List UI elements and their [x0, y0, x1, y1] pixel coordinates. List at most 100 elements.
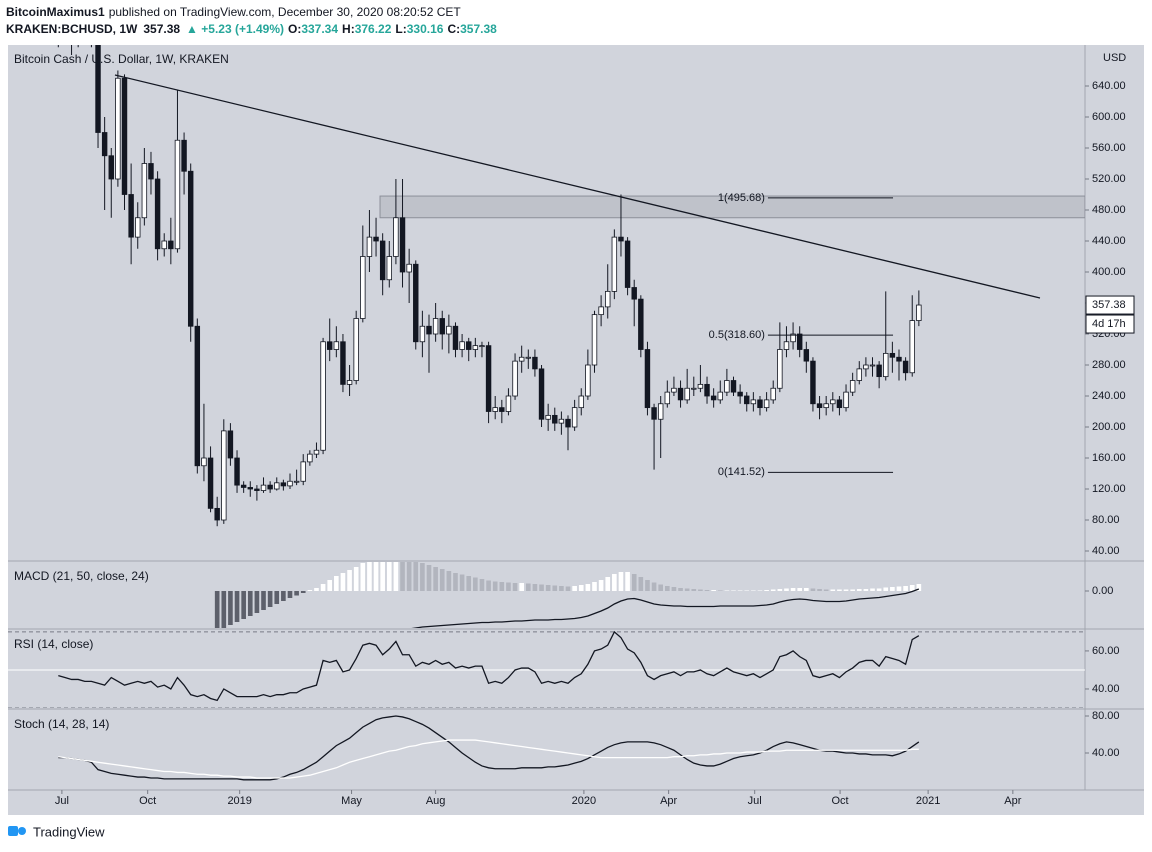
- candle-body: [777, 349, 783, 389]
- histogram-bar: [770, 589, 776, 591]
- symbol-line: KRAKEN:BCHUSD, 1W 357.38 ▲ +5.23 (+1.49%) O…: [6, 22, 497, 36]
- pane-title: Stoch (14, 28, 14): [14, 717, 109, 731]
- candle-body: [684, 387, 690, 401]
- candle-body: [313, 449, 320, 455]
- countdown-box: [1085, 314, 1135, 334]
- histogram-bar: [380, 562, 385, 591]
- candle-body: [571, 407, 578, 428]
- histogram-bar: [545, 585, 551, 591]
- histogram-bar: [751, 590, 756, 591]
- histogram-bar: [406, 562, 412, 591]
- y-tick-label: 640.00: [1092, 80, 1126, 92]
- candle-body: [518, 356, 525, 362]
- candle-body: [181, 139, 187, 172]
- candle-body: [505, 395, 512, 412]
- candle-body: [803, 349, 810, 362]
- x-tick-label: 2021: [916, 795, 940, 807]
- histogram-bar: [724, 590, 730, 591]
- histogram-bar: [678, 588, 683, 591]
- y-tick-label: 40.00: [1092, 545, 1120, 557]
- countdown: 4d 17h: [1092, 318, 1126, 330]
- histogram-bar: [843, 589, 849, 591]
- candle-body: [247, 487, 253, 490]
- y-tick-label: 80.00: [1092, 710, 1120, 722]
- candle-body: [664, 391, 671, 405]
- y-tick-label: 160.00: [1092, 452, 1126, 464]
- histogram-bar: [890, 587, 895, 591]
- y-tick-label: 440.00: [1092, 235, 1126, 247]
- candle-body: [373, 236, 379, 242]
- histogram-bar: [592, 582, 597, 591]
- candle-body: [432, 318, 439, 335]
- trendline: [114, 74, 1041, 299]
- y-tick-label: 240.00: [1092, 390, 1126, 402]
- pane-title: Bitcoin Cash / U.S. Dollar, 1W, KRAKEN: [14, 52, 229, 66]
- histogram-bar: [446, 571, 452, 591]
- candle-body: [796, 333, 803, 350]
- candle-body: [366, 236, 373, 257]
- candle-body: [605, 290, 611, 308]
- candle-body: [346, 380, 353, 385]
- candle-body: [214, 507, 220, 521]
- candle-body: [744, 395, 750, 405]
- candle-body: [909, 320, 915, 374]
- histogram-bar: [261, 591, 266, 610]
- histogram-bar: [506, 582, 511, 591]
- candle-body: [459, 341, 465, 350]
- histogram-bar: [777, 589, 783, 591]
- candle-body: [187, 170, 194, 327]
- candle-body: [638, 298, 644, 350]
- candle-body: [406, 263, 412, 273]
- candle-body: [280, 482, 287, 487]
- histogram-bar: [850, 589, 855, 591]
- candle-body: [783, 341, 790, 350]
- candle-body: [552, 414, 558, 424]
- ohlc-value: 357.38: [460, 22, 497, 36]
- candle-body: [201, 457, 207, 467]
- candle-body: [532, 356, 538, 370]
- candle-body: [790, 333, 796, 343]
- histogram-bar: [684, 588, 690, 591]
- histogram-bar: [221, 591, 227, 628]
- histogram-bar: [300, 591, 306, 593]
- ohlc-value: 330.16: [407, 22, 444, 36]
- candle-body: [141, 163, 148, 219]
- candle-body: [585, 364, 591, 397]
- y-tick-label: 40.00: [1092, 683, 1120, 695]
- histogram-bar: [790, 588, 796, 591]
- candle-body: [479, 345, 485, 348]
- candle-body: [644, 349, 651, 409]
- pane: MACD (21, 50, close, 24): [14, 562, 922, 628]
- candle-body: [485, 345, 492, 412]
- histogram-bar: [664, 586, 670, 591]
- candle-body: [227, 430, 234, 459]
- candle-body: [293, 480, 300, 483]
- candle-body: [869, 364, 876, 367]
- histogram-bar: [744, 590, 750, 591]
- histogram-bar: [585, 584, 591, 591]
- candle-body: [260, 484, 267, 491]
- candle-body: [724, 380, 730, 393]
- ohlc-label: C:: [447, 22, 460, 36]
- candle-body: [360, 256, 366, 319]
- histogram-bar: [314, 588, 319, 591]
- histogram-bar: [459, 574, 465, 591]
- candle-body: [194, 325, 201, 467]
- histogram-bar: [512, 583, 518, 591]
- candle-body: [300, 461, 306, 482]
- candle-body: [876, 364, 882, 378]
- candle-body: [161, 240, 167, 250]
- histogram-bar: [254, 591, 260, 613]
- candle-body: [148, 163, 154, 180]
- candle-body: [883, 352, 889, 378]
- histogram-bar: [367, 562, 372, 591]
- candle-body: [168, 240, 174, 250]
- candle-body: [830, 399, 836, 405]
- candle-body: [849, 380, 856, 393]
- last-price: 357.38: [143, 22, 180, 36]
- candle-body: [889, 352, 896, 358]
- candle-body: [512, 360, 518, 397]
- histogram-bar: [817, 589, 822, 591]
- histogram-bar: [711, 590, 716, 591]
- histogram-bar: [386, 562, 392, 591]
